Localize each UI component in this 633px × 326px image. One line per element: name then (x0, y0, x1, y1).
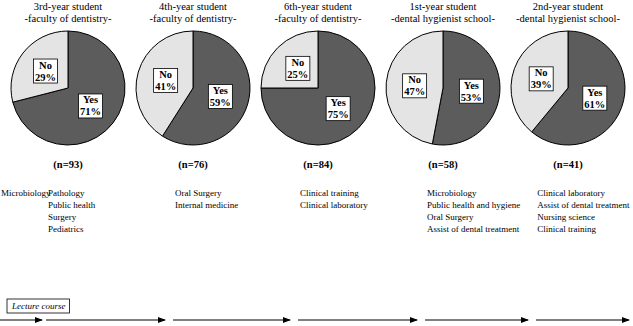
course-list: Pathology Public health Surgery Pediatrics (48, 188, 96, 234)
label-box (403, 74, 427, 98)
sample-size: (n=58) (428, 159, 458, 171)
label-box (459, 79, 483, 103)
label-box (529, 67, 553, 91)
title: 6th-year student (284, 1, 352, 12)
course: Microbiology (1, 188, 51, 198)
course: Clinical laboratory (300, 200, 368, 210)
category-label: Yes (587, 87, 602, 98)
sample-size: (n=41) (553, 159, 583, 171)
pie-slice (11, 31, 68, 102)
timeline-arrow (298, 320, 417, 321)
category-label: Yes (331, 97, 346, 108)
pie-chart: 6th-year student-faculty of dentistry- Ye… (261, 1, 375, 210)
category-label: Yes (213, 85, 228, 96)
figure: 3rd-year student-faculty of dentistry-Ye… (0, 0, 633, 326)
course: Assist of dental treatment (537, 200, 630, 210)
data-label: No47% (403, 74, 427, 98)
course-list: Microbiology Public health and hygiene Ora… (427, 188, 520, 234)
course: Pathology (48, 188, 85, 198)
category-label: No (535, 67, 548, 78)
course: Assist of dental treatment (427, 224, 520, 234)
data-label: No41% (154, 69, 178, 93)
label-box (33, 59, 57, 83)
label-box (208, 84, 232, 108)
course-list: Clinical training Clinical laboratory (300, 188, 368, 210)
sample-size: (n=84) (303, 159, 333, 171)
pie-slice (261, 31, 375, 145)
course: Public health and hygiene (427, 200, 520, 210)
course: Microbiology (427, 188, 477, 198)
timeline: Microbiology Lecture course (0, 188, 629, 320)
course: Public health (48, 200, 96, 210)
timeline-arrow (46, 320, 165, 321)
value-label: 29% (35, 72, 56, 83)
label-box (154, 69, 178, 93)
pie-chart: 3rd-year student-faculty of dentistry- Ye… (11, 1, 125, 234)
subtitle: -faculty of dentistry- (275, 13, 362, 24)
value-label: 47% (404, 86, 425, 97)
pie-slice (386, 31, 443, 144)
category-label: No (39, 60, 52, 71)
title: 3rd-year student (34, 1, 103, 12)
course: Clinical training (300, 188, 359, 198)
pie-chart: 1st-year student-dental hygienist school… (386, 1, 520, 234)
pie-slice (261, 31, 318, 88)
pie-slice (511, 31, 568, 132)
category-label: No (408, 74, 421, 85)
pie-slice (136, 31, 193, 136)
value-label: 41% (155, 81, 176, 92)
label-box (286, 56, 310, 80)
data-label: No39% (529, 67, 553, 91)
timeline-label-box (7, 299, 69, 313)
timeline-arrow (536, 320, 629, 321)
category-label: Yes (464, 80, 479, 91)
data-label: No29% (33, 59, 57, 83)
value-label: 61% (584, 99, 605, 110)
timeline-arrow (425, 320, 528, 321)
course: Oral Surgery (427, 212, 474, 222)
sample-size: (n=76) (178, 159, 208, 171)
course: Oral Surgery (175, 188, 222, 198)
value-label: 25% (287, 69, 308, 80)
title: 1st-year student (410, 1, 477, 12)
label-box (583, 86, 607, 110)
value-label: 39% (531, 79, 552, 90)
subtitle: -dental hygienist school- (516, 13, 620, 24)
title: 4th-year student (159, 1, 227, 12)
pie-chart: 4th-year student-faculty of dentistry- Ye… (136, 1, 250, 210)
value-label: 59% (210, 97, 231, 108)
value-label: 75% (328, 109, 349, 120)
label-box (326, 97, 350, 121)
course: Clinical laboratory (537, 188, 605, 198)
timeline-label: Lecture course (11, 301, 65, 311)
course: Internal medicine (175, 200, 238, 210)
course: Pediatrics (48, 224, 84, 234)
data-label: Yes53% (459, 79, 483, 103)
data-label: No25% (286, 56, 310, 80)
course: Surgery (48, 212, 77, 222)
course: Nursing science (537, 212, 595, 222)
course: Clinical training (537, 224, 596, 234)
category-label: No (291, 57, 304, 68)
course-list: Clinical laboratory Assist of dental trea… (537, 188, 630, 234)
subtitle: -faculty of dentistry- (25, 13, 112, 24)
value-label: 53% (461, 92, 482, 103)
timeline-arrow (0, 320, 42, 321)
data-label: Yes71% (79, 94, 103, 118)
category-label: Yes (83, 94, 98, 105)
subtitle: -dental hygienist school- (391, 13, 495, 24)
category-label: No (159, 69, 172, 80)
timeline-arrow (173, 320, 290, 321)
value-label: 71% (80, 106, 101, 117)
data-label: Yes75% (326, 97, 350, 121)
data-label: Yes59% (208, 84, 232, 108)
course-list: Oral Surgery Internal medicine (175, 188, 238, 210)
data-label: Yes61% (583, 86, 607, 110)
label-box (79, 94, 103, 118)
title: 2nd-year student (533, 1, 603, 12)
subtitle: -faculty of dentistry- (150, 13, 237, 24)
sample-size: (n=93) (53, 159, 83, 171)
pie-chart: 2nd-year student-dental hygienist school… (511, 1, 630, 234)
